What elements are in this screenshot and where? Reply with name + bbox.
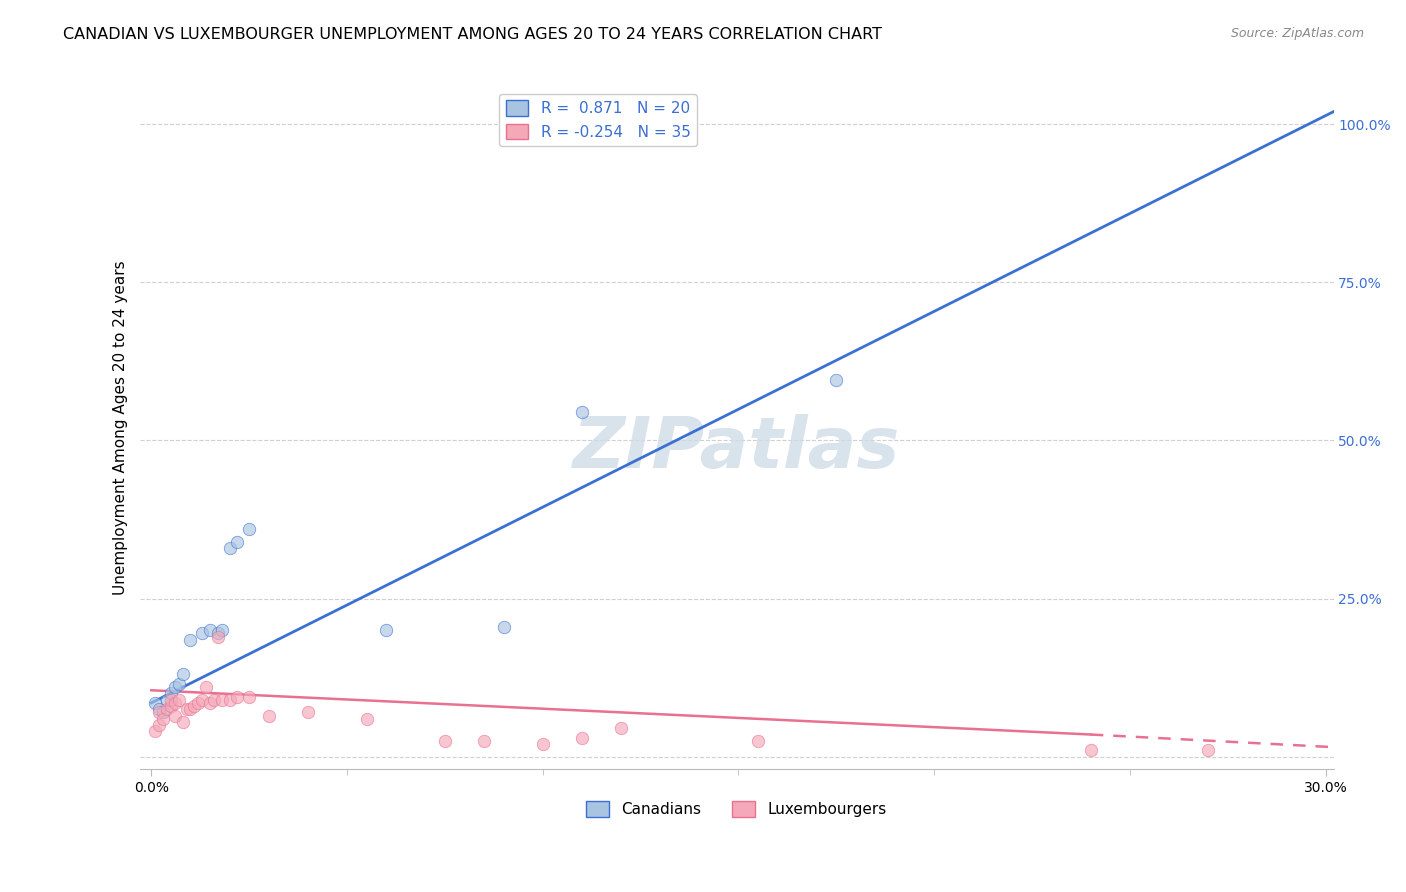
- Point: [167, 692, 190, 706]
- Point: [167, 677, 190, 691]
- Point: [375, 623, 398, 637]
- Point: [825, 373, 848, 387]
- Point: [218, 692, 240, 706]
- Point: [179, 632, 201, 647]
- Point: [183, 699, 205, 714]
- Point: [297, 706, 319, 720]
- Point: [148, 706, 170, 720]
- Text: CANADIAN VS LUXEMBOURGER UNEMPLOYMENT AMONG AGES 20 TO 24 YEARS CORRELATION CHAR: CANADIAN VS LUXEMBOURGER UNEMPLOYMENT AM…: [63, 27, 883, 42]
- Point: [207, 630, 229, 644]
- Point: [257, 708, 280, 723]
- Point: [160, 699, 183, 714]
- Point: [198, 623, 221, 637]
- Text: Source: ZipAtlas.com: Source: ZipAtlas.com: [1230, 27, 1364, 40]
- Point: [226, 690, 249, 704]
- Point: [163, 696, 186, 710]
- Point: [191, 626, 214, 640]
- Point: [156, 692, 179, 706]
- Point: [172, 714, 194, 729]
- Y-axis label: Unemployment Among Ages 20 to 24 years: Unemployment Among Ages 20 to 24 years: [114, 260, 128, 595]
- Point: [1080, 743, 1102, 757]
- Point: [211, 692, 233, 706]
- Point: [156, 702, 179, 716]
- Point: [143, 696, 166, 710]
- Point: [747, 734, 769, 748]
- Point: [163, 680, 186, 694]
- Point: [152, 706, 174, 720]
- Point: [160, 692, 183, 706]
- Point: [163, 708, 186, 723]
- Point: [238, 522, 260, 536]
- Point: [226, 534, 249, 549]
- Point: [531, 737, 554, 751]
- Point: [172, 667, 194, 681]
- Point: [148, 702, 170, 716]
- Point: [238, 690, 260, 704]
- Point: [211, 623, 233, 637]
- Point: [152, 712, 174, 726]
- Point: [148, 718, 170, 732]
- Point: [356, 712, 378, 726]
- Legend: Canadians, Luxembourgers: Canadians, Luxembourgers: [581, 795, 893, 823]
- Point: [472, 734, 495, 748]
- Point: [160, 686, 183, 700]
- Point: [218, 541, 240, 555]
- Point: [571, 405, 593, 419]
- Point: [433, 734, 456, 748]
- Point: [1197, 743, 1219, 757]
- Point: [207, 626, 229, 640]
- Point: [143, 724, 166, 739]
- Point: [202, 692, 225, 706]
- Point: [198, 696, 221, 710]
- Point: [179, 702, 201, 716]
- Point: [191, 692, 214, 706]
- Text: ZIPatlas: ZIPatlas: [572, 414, 900, 483]
- Point: [187, 696, 209, 710]
- Point: [176, 702, 198, 716]
- Point: [610, 721, 633, 735]
- Point: [571, 731, 593, 745]
- Point: [492, 620, 515, 634]
- Point: [195, 680, 218, 694]
